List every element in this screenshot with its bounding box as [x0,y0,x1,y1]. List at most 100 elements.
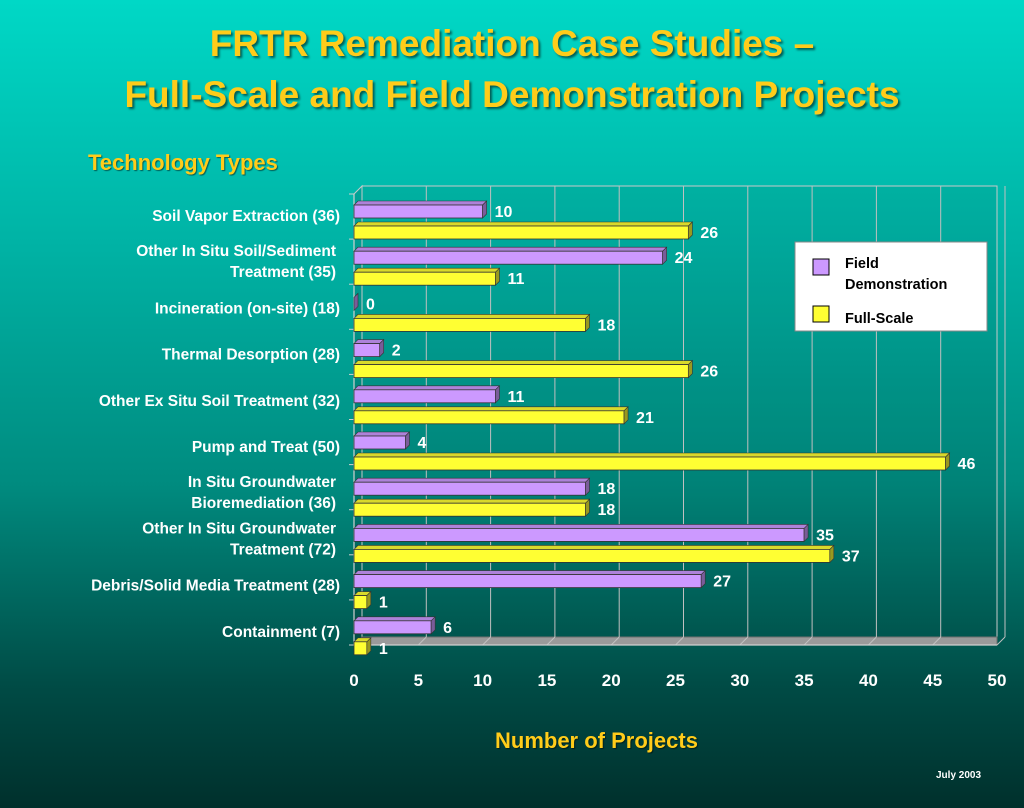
field-demo-bar-end [585,477,590,496]
full-scale-bar-end [829,544,835,564]
chart-title-line-2: Full-Scale and Field Demonstration Proje… [124,74,900,115]
category-label: Other Ex Situ Soil Treatment (32) [99,393,340,410]
full-scale-bar-end [688,221,693,240]
full-scale-data-label: 1 [379,641,388,658]
field-demo-data-label: 24 [675,250,693,267]
field-demo-data-label: 10 [495,204,513,221]
full-scale-bar-end [945,452,950,471]
x-tick-label: 0 [349,671,358,690]
field-demo-data-label: 6 [443,620,452,637]
x-tick-label: 5 [414,671,423,690]
field-demo-data-label: 18 [597,481,615,498]
legend-swatch-field-demo [812,258,830,276]
field-demo-bar [353,620,432,635]
field-demo-data-label: 11 [507,389,524,406]
full-scale-bar [353,502,586,517]
field-demo-data-label: 27 [713,574,731,591]
field-demo-bar [353,204,484,219]
field-demo-bar-top [353,246,668,252]
legend-label-full-scale: Full-Scale [845,311,914,327]
x-tick-label: 45 [923,671,942,690]
field-demo-data-label: 4 [417,435,426,452]
field-demo-bar-end [353,292,359,312]
x-tick-label: 35 [795,671,814,690]
category-label: Pump and Treat (50) [192,439,340,456]
gridline-floor [675,636,684,646]
date-footer: July 2003 [936,770,982,781]
category-label: Incineration (on-site) (18) [155,300,340,317]
chart-title-line-1: FRTR Remediation Case Studies – [209,23,815,64]
plot-floor [352,636,998,646]
full-scale-bar [353,271,496,286]
full-scale-bar [353,225,689,240]
field-demo-bar [353,528,805,542]
field-demo-data-label: 2 [392,343,401,360]
full-scale-bar-end [366,590,372,610]
x-tick-label: 40 [859,671,878,690]
gridline-floor [610,636,620,646]
full-scale-bar-top [353,452,951,458]
field-demo-bar [353,481,586,496]
full-scale-data-label: 1 [379,595,388,612]
full-scale-data-label: 26 [700,364,718,381]
full-scale-bar [353,364,689,379]
field-demo-bar-end [482,200,487,219]
field-demo-bar-top [353,339,385,344]
field-demo-bar-end [700,569,706,589]
full-scale-bar-end [585,498,590,517]
category-label: Debris/Solid Media Treatment (28) [91,578,340,595]
full-scale-bar-top [353,221,694,227]
field-demo-bar-end [430,616,436,635]
category-label: Treatment (72) [230,541,336,558]
category-label: Other In Situ Soil/Sediment [136,243,336,260]
x-tick-label: 30 [730,671,749,690]
legend-label-field-demo-line2: Demonstration [845,277,947,293]
full-scale-data-label: 26 [700,225,718,242]
field-demo-bar-end [662,246,667,265]
field-demo-bar-top [353,385,501,391]
field-demo-data-label: 35 [816,527,834,544]
full-scale-data-label: 11 [507,271,524,288]
x-tick-label: 25 [666,671,685,690]
category-label: Treatment (35) [230,264,336,281]
field-demo-bar-end [379,338,385,358]
category-label: Other In Situ Groundwater [142,520,336,537]
gridline-floor [546,636,556,646]
gridline-floor [482,636,491,646]
category-label: In Situ Groundwater [188,474,336,491]
x-tick-label: 50 [988,671,1007,690]
full-scale-data-label: 46 [958,456,976,473]
category-label: Bioremediation (36) [191,495,336,512]
full-scale-bar-top [353,498,591,504]
category-label: Containment (7) [222,624,340,641]
full-scale-bar [353,595,368,609]
category-label: Thermal Desorption (28) [162,347,340,364]
field-demo-bar-end [495,385,500,404]
full-scale-data-label: 18 [597,502,615,519]
field-demo-bar-top [353,524,809,529]
category-axis-title: Technology Types [88,150,278,175]
full-scale-bar-top [353,314,591,319]
gridline-floor [417,636,427,646]
field-demo-bar [353,574,702,588]
field-demo-bar-top [353,431,411,437]
x-tick-label: 15 [537,671,556,690]
full-scale-bar-top [353,406,629,412]
field-demo-bar-end [803,523,809,543]
full-scale-bar-top [353,267,501,273]
field-demo-bar [353,343,381,358]
field-demo-bar-top [353,570,706,575]
full-scale-bar-top [353,545,835,550]
gridline-floor [868,636,877,646]
field-demo-data-label: 0 [366,296,375,313]
full-scale-data-label: 18 [597,317,615,334]
gridline-floor [932,636,942,646]
gridline-floor [739,636,749,646]
gridline-floor [996,636,1006,646]
field-demo-bar [353,250,664,265]
field-demo-bar [353,435,406,450]
full-scale-bar-end [495,267,500,286]
full-scale-bar [353,549,831,563]
full-scale-bar [353,456,946,471]
